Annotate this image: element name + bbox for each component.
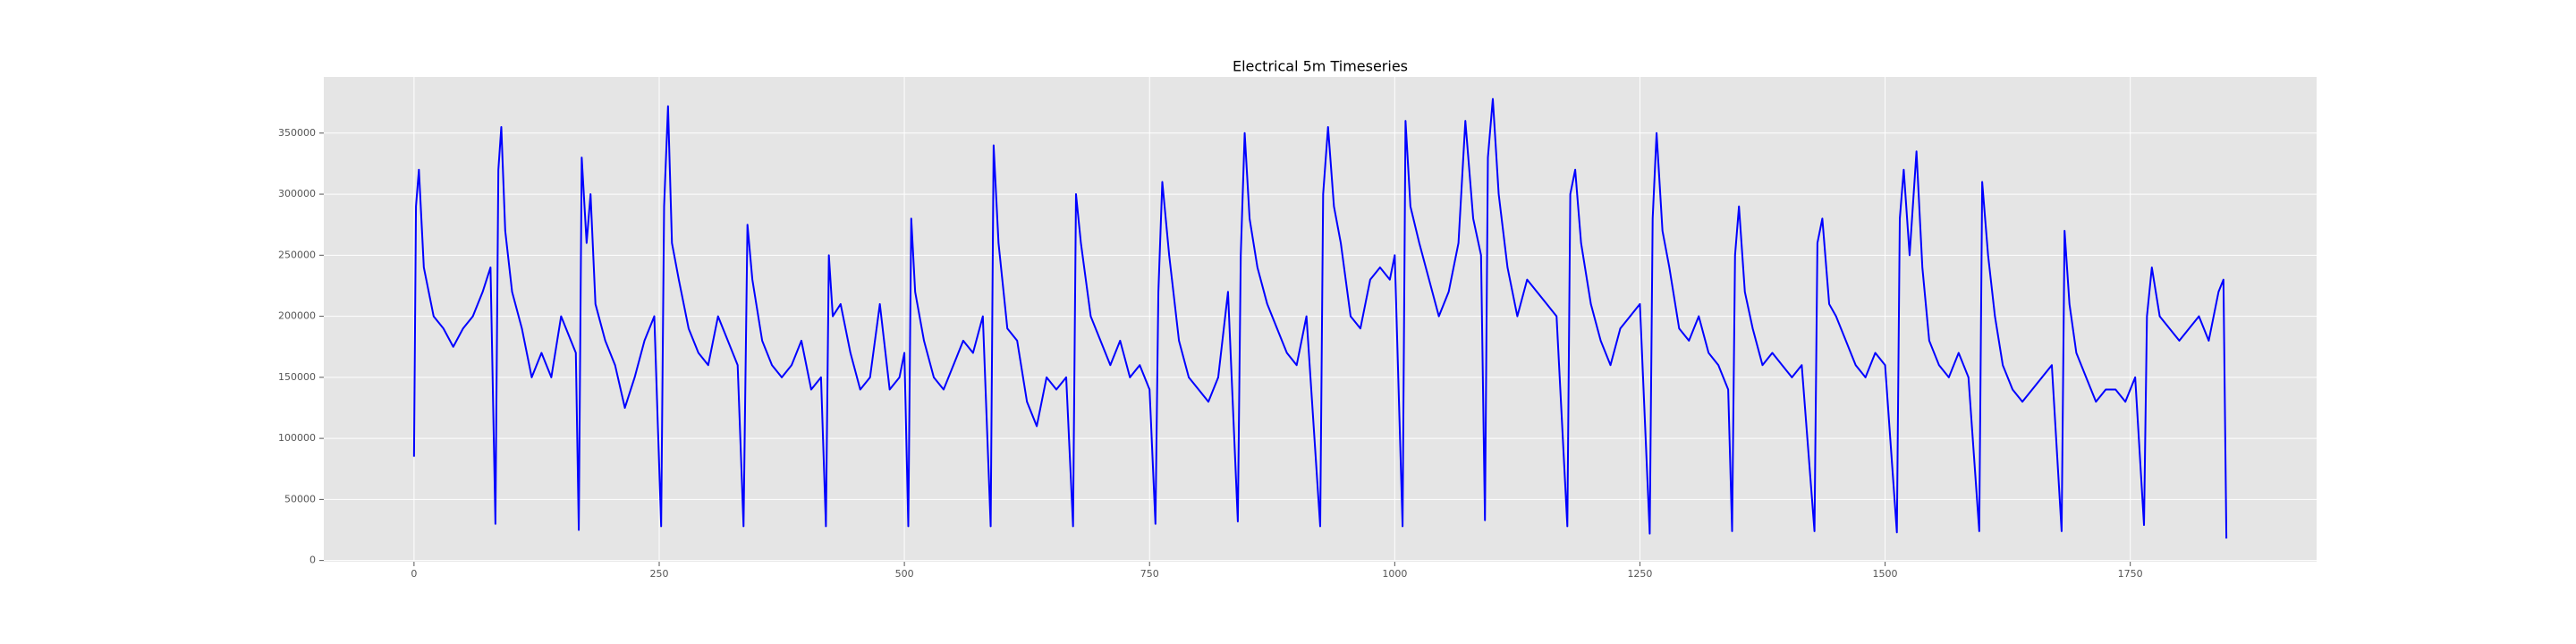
x-tick-label: 250	[649, 568, 668, 580]
y-tick-label: 200000	[278, 310, 316, 322]
y-tick-label: 50000	[284, 493, 316, 504]
x-tick-label: 0	[411, 568, 417, 580]
line-series	[412, 97, 2228, 539]
x-tick-label: 1250	[1627, 568, 1652, 580]
y-tick-label: 300000	[278, 188, 316, 199]
x-tick-label: 1750	[2118, 568, 2143, 580]
x-tick-label: 1000	[1382, 568, 1407, 580]
y-tick-label: 0	[309, 555, 316, 566]
x-tick-label: 1500	[1873, 568, 1898, 580]
y-tick-label: 350000	[278, 127, 316, 139]
y-tick-label: 100000	[278, 432, 316, 444]
x-tick-label: 500	[895, 568, 914, 580]
x-tick-label: 750	[1140, 568, 1159, 580]
chart-title: Electrical 5m Timeseries	[1233, 58, 1408, 75]
y-tick-label: 250000	[278, 249, 316, 260]
y-tick-label: 150000	[278, 371, 316, 383]
